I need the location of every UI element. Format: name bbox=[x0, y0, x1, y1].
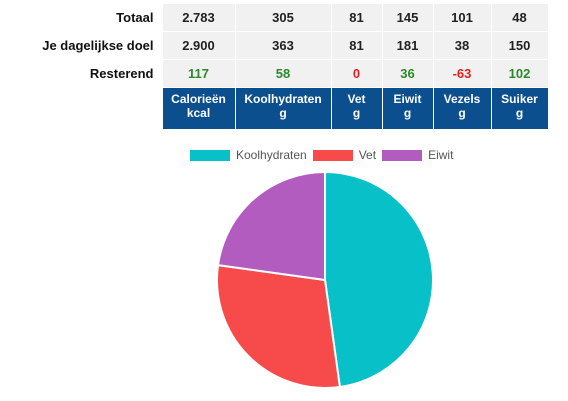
legend-item-vet[interactable]: Vet bbox=[312, 148, 377, 162]
header-calorieen: Calorieën kcal bbox=[162, 87, 236, 130]
header-unit: g bbox=[403, 106, 412, 120]
legend-item-eiwit[interactable]: Eiwit bbox=[382, 148, 453, 162]
legend-swatch bbox=[382, 149, 423, 161]
table-cell: 117 bbox=[162, 59, 236, 88]
table-cell: 0 bbox=[331, 59, 383, 88]
header-unit: g bbox=[352, 106, 361, 120]
table-cell: 58 bbox=[235, 59, 332, 88]
header-unit: g bbox=[279, 106, 287, 120]
chart-legend: Koolhydraten Vet Eiwit bbox=[190, 148, 459, 162]
table-cell: 102 bbox=[491, 59, 549, 88]
nutrition-summary-table: Totaal 2.783 305 81 145 101 48 Je dageli… bbox=[0, 4, 549, 130]
table-cell: -63 bbox=[433, 59, 492, 88]
header-name: Koolhydraten bbox=[244, 92, 322, 106]
legend-swatch bbox=[312, 149, 353, 161]
legend-label: Eiwit bbox=[428, 148, 454, 162]
pie-slice-koolhydraten[interactable] bbox=[324, 170, 434, 389]
header-suiker: Suiker g bbox=[491, 87, 549, 130]
header-name: Eiwit bbox=[393, 92, 422, 106]
row-label-doel: Je dagelijkse doel bbox=[0, 31, 163, 60]
header-name: Vezels bbox=[443, 92, 481, 106]
table-cell: 150 bbox=[491, 31, 549, 60]
table-row-resterend: Resterend 117 58 0 36 -63 102 bbox=[0, 59, 549, 88]
header-unit: g bbox=[515, 106, 524, 120]
table-cell: 101 bbox=[433, 4, 492, 32]
table-cell: 36 bbox=[382, 59, 434, 88]
table-cell: 2.900 bbox=[162, 31, 236, 60]
header-vet: Vet g bbox=[331, 87, 383, 130]
table-cell: 81 bbox=[331, 4, 383, 32]
header-name: Suiker bbox=[501, 92, 538, 106]
row-label-resterend: Resterend bbox=[0, 59, 163, 88]
header-koolhydraten: Koolhydraten g bbox=[235, 87, 332, 130]
header-spacer bbox=[0, 87, 163, 130]
table-cell: 48 bbox=[491, 4, 549, 32]
header-unit: kcal bbox=[186, 106, 211, 120]
header-name: Calorieën bbox=[171, 92, 226, 106]
row-label-totaal: Totaal bbox=[0, 4, 163, 32]
header-name: Vet bbox=[347, 92, 366, 106]
table-cell: 181 bbox=[382, 31, 434, 60]
legend-label: Koolhydraten bbox=[236, 148, 307, 162]
table-cell: 2.783 bbox=[162, 4, 236, 32]
table-row-totaal: Totaal 2.783 305 81 145 101 48 bbox=[0, 4, 549, 32]
header-vezels: Vezels g bbox=[433, 87, 492, 130]
legend-swatch bbox=[190, 149, 230, 161]
table-row-doel: Je dagelijkse doel 2.900 363 81 181 38 1… bbox=[0, 31, 549, 60]
table-cell: 38 bbox=[433, 31, 492, 60]
table-cell: 363 bbox=[235, 31, 332, 60]
nutrient-header-row: Calorieën kcal Koolhydraten g Vet g Eiwi… bbox=[0, 87, 549, 130]
table-cell: 305 bbox=[235, 4, 332, 32]
legend-label: Vet bbox=[358, 148, 377, 162]
legend-item-koolhydraten[interactable]: Koolhydraten bbox=[190, 148, 307, 162]
table-cell: 145 bbox=[382, 4, 434, 32]
header-unit: g bbox=[458, 106, 466, 120]
table-cell: 81 bbox=[331, 31, 383, 60]
pie-slice-eiwit[interactable] bbox=[216, 170, 326, 282]
header-eiwit: Eiwit g bbox=[382, 87, 434, 130]
pie-slice-vet[interactable] bbox=[216, 263, 342, 389]
